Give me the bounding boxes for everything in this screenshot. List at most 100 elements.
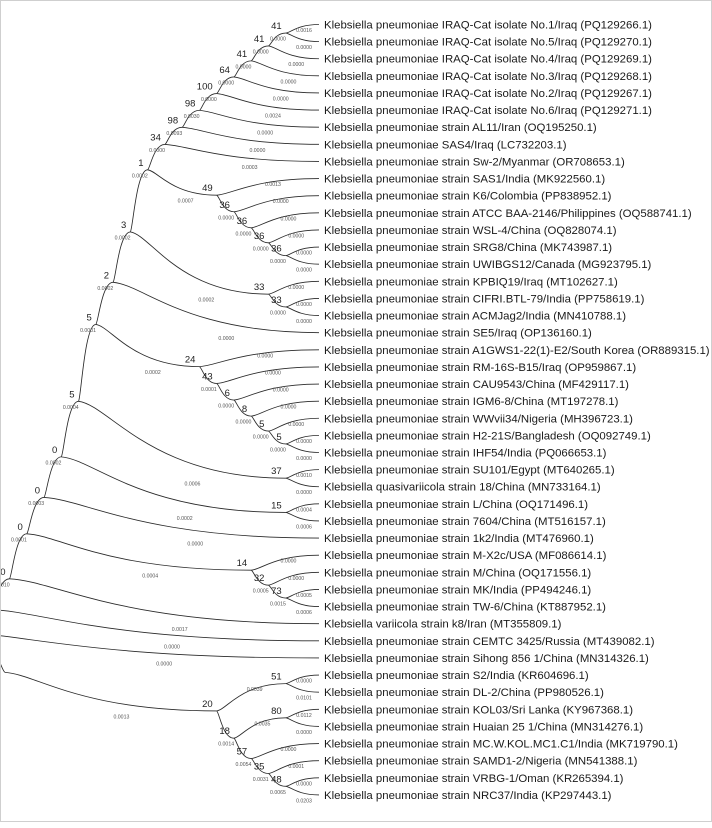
leaf-branch — [251, 60, 320, 77]
branch-length-label: 0.0003 — [28, 501, 44, 507]
internal-branch — [78, 400, 286, 479]
bootstrap-value: 8 — [242, 404, 247, 415]
leaf-branch — [251, 212, 320, 229]
branch-length-label: 0.0000 — [296, 45, 312, 51]
leaf-label: Klebsiella pneumoniae strain ATCC BAA-21… — [324, 208, 692, 220]
bootstrap-value: 3 — [121, 220, 126, 231]
internal-branch — [78, 324, 97, 402]
leaf-label: Klebsiella pneumoniae strain IGM6-8/Chin… — [324, 396, 619, 408]
bootstrap-value: 100 — [197, 82, 213, 93]
internal-branch — [268, 32, 286, 47]
leaf-label: Klebsiella pneumoniae IRAQ-Cat isolate N… — [324, 71, 652, 83]
bootstrap-value: 0 — [52, 445, 57, 456]
branch-length-label: 0.0016 — [296, 28, 312, 34]
leaf-branch — [285, 674, 320, 685]
leaf-label: Klebsiella pneumoniae strain M-X2c/USA (… — [324, 550, 607, 562]
bootstrap-value: 33 — [254, 282, 265, 293]
internal-branch — [129, 169, 148, 233]
bootstrap-value: 37 — [271, 466, 282, 477]
leaf-label: Klebsiella pneumoniae IRAQ-Cat isolate N… — [324, 105, 652, 117]
branch-length-label: 0.0003 — [242, 165, 258, 171]
branch-length-label: 0.0000 — [235, 231, 251, 237]
bootstrap-value: 34 — [150, 132, 161, 143]
leaf-label: Klebsiella pneumoniae strain M/China (OQ… — [324, 567, 591, 579]
branch-length-label: 0.0015 — [270, 602, 286, 608]
branch-length-label: 0.0001 — [11, 537, 27, 543]
internal-branch — [26, 497, 45, 535]
branch-length-label: 0.0203 — [296, 798, 312, 804]
leaf-branch — [9, 578, 320, 625]
branch-length-label: 0.0002 — [46, 460, 62, 466]
leaf-label: Klebsiella pneumoniae IRAQ-Cat isolate N… — [324, 54, 652, 66]
branch-length-label: 0.0002 — [177, 516, 193, 522]
leaf-label: Klebsiella pneumoniae IRAQ-Cat isolate N… — [324, 37, 652, 49]
bootstrap-value: 5 — [69, 389, 74, 400]
leaf-label: Klebsiella pneumoniae strain SAMD1-2/Nig… — [324, 756, 638, 768]
leaf-label: Klebsiella pneumoniae strain KPBIQ19/Ira… — [324, 276, 618, 288]
branch-length-label: 0.0000 — [164, 644, 180, 650]
leaf-branch — [268, 571, 320, 586]
branch-length-label: 0.0000 — [249, 148, 265, 154]
leaf-label: Klebsiella pneumoniae strain MC.W.KOL.MC… — [324, 739, 678, 751]
bootstrap-value: 36 — [219, 200, 230, 211]
leaf-label: Klebsiella pneumoniae strain A1GWS1-22(1… — [324, 345, 710, 357]
internal-branch — [181, 109, 200, 128]
internal-branch — [250, 415, 269, 432]
leaf-label: Klebsiella pneumoniae strain 1k2/India (… — [324, 533, 594, 545]
branch-length-label: 0.0000 — [296, 268, 312, 274]
leaf-branch — [285, 589, 320, 599]
leaf-branch — [285, 306, 320, 316]
bootstrap-value: 15 — [271, 500, 282, 511]
leaf-label: Klebsiella pneumoniae strain KOL03/Sri L… — [324, 704, 633, 716]
branch-length-label: 0.0002 — [97, 286, 113, 292]
branch-length-label: 0.0000 — [296, 730, 312, 736]
leaf-label: Klebsiella pneumoniae strain WSL-4/China… — [324, 225, 617, 237]
bootstrap-value: 98 — [168, 115, 179, 126]
branch-length-label: 0.0000 — [257, 131, 273, 137]
branch-length-label: 0.0002 — [115, 235, 131, 241]
branch-length-label: 0.0000 — [281, 405, 297, 411]
bootstrap-value: 98 — [185, 98, 196, 109]
bootstrap-value: 0 — [17, 522, 22, 533]
bootstrap-value: 33 — [271, 295, 282, 306]
bootstrap-value: 18 — [219, 726, 230, 737]
leaf-label: Klebsiella pneumoniae strain SRG8/China … — [324, 242, 612, 254]
leaf-branch — [233, 195, 320, 213]
bootstrap-value: 32 — [254, 573, 265, 584]
branch-length-label: 0.0014 — [218, 742, 234, 748]
branch-length-label: 0.0010 — [1, 582, 10, 588]
branch-length-label: 0.0000 — [273, 96, 289, 102]
leaf-label: Klebsiella pneumoniae strain K6/Colombia… — [324, 191, 612, 203]
internal-branch — [0, 578, 10, 589]
branch-length-label: 0.0007 — [178, 199, 194, 205]
leaf-branch — [268, 760, 320, 774]
branch-length-label: 0.0000 — [257, 353, 273, 359]
branch-length-label: 0.0000 — [201, 97, 217, 103]
leaf-branch — [285, 246, 320, 257]
leaf-label: Klebsiella pneumoniae strain MK/India (P… — [324, 584, 591, 596]
leaf-label: Klebsiella pneumoniae strain UWIBGS12/Ca… — [324, 259, 652, 271]
branch-length-label: 0.0004 — [142, 574, 158, 580]
branch-length-label: 0.0054 — [235, 762, 251, 768]
bootstrap-value: 2 — [104, 270, 109, 281]
leaf-branch — [285, 683, 320, 693]
leaf-branch — [216, 93, 320, 111]
branch-length-label: 0.0005 — [253, 589, 269, 595]
bootstrap-value: 20 — [202, 699, 213, 710]
branch-length-label: 0.0000 — [296, 439, 312, 445]
bootstrap-value: 41 — [237, 49, 248, 60]
leaf-branch — [268, 229, 320, 244]
branch-length-label: 0.0000 — [253, 435, 269, 441]
branch-length-label: 0.0004 — [63, 405, 79, 411]
leaf-branch — [43, 497, 320, 539]
bootstrap-value: 35 — [254, 762, 265, 773]
branch-length-label: 0.0035 — [254, 721, 270, 727]
branch-length-label: 0.0000 — [296, 251, 312, 257]
branch-length-label: 0.0006 — [296, 610, 312, 616]
bootstrap-value: 41 — [254, 34, 265, 45]
branch-length-label: 0.0101 — [296, 696, 312, 702]
leaf-branch — [285, 32, 320, 43]
leaf-branch — [216, 178, 320, 196]
internal-branch — [268, 242, 286, 257]
